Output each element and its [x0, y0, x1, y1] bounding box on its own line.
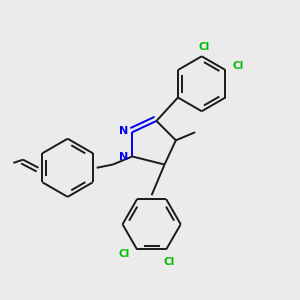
Text: N: N — [119, 152, 128, 162]
Text: Cl: Cl — [164, 257, 175, 267]
Text: N: N — [119, 126, 128, 136]
Text: Cl: Cl — [232, 61, 243, 71]
Text: Cl: Cl — [118, 249, 130, 259]
Text: Cl: Cl — [199, 42, 210, 52]
